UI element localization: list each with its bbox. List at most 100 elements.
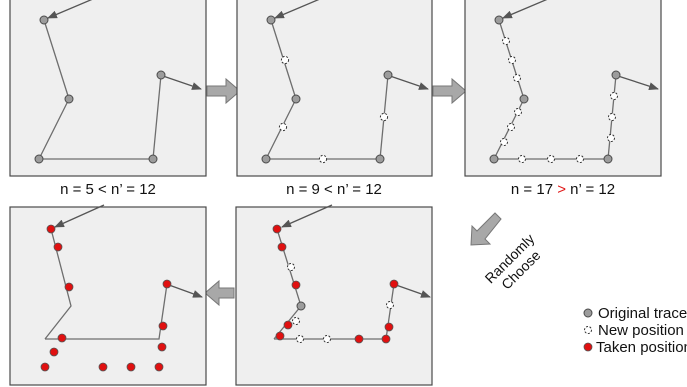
entry-arrow <box>54 204 105 228</box>
new-point <box>507 123 515 131</box>
random-choose-label: Randomly Choose <box>482 231 544 293</box>
original-point <box>489 154 499 164</box>
new-point <box>608 113 616 121</box>
new-point <box>576 155 584 163</box>
taken-point <box>98 362 108 372</box>
new-point <box>607 134 615 142</box>
new-point <box>386 301 394 309</box>
taken-point <box>291 280 301 290</box>
taken-point <box>40 362 50 372</box>
taken-point <box>157 342 167 352</box>
panel-frame <box>9 0 207 177</box>
new-points <box>500 37 618 163</box>
original-point <box>611 70 621 80</box>
legend-new-label: New position <box>598 322 684 339</box>
new-point <box>508 56 516 64</box>
taken-point <box>49 347 59 357</box>
new-point <box>502 37 510 45</box>
taken-point <box>64 282 74 292</box>
taken-points <box>272 224 399 344</box>
original-point <box>261 154 271 164</box>
new-point <box>379 112 389 122</box>
taken-point <box>381 334 391 344</box>
exit-arrow <box>168 284 203 298</box>
exit-arrow <box>162 75 202 90</box>
legend-taken-swatch <box>583 342 593 352</box>
original-point <box>156 70 166 80</box>
new-point <box>280 55 290 65</box>
taken-point <box>277 242 287 252</box>
panel-frame <box>9 206 207 386</box>
flow-arrow-right <box>432 77 467 105</box>
new-point <box>518 155 526 163</box>
legend: Original trace New position Taken positi… <box>583 305 687 356</box>
panel-frame <box>464 0 662 177</box>
new-point <box>610 92 618 100</box>
caption-panel-3-right: n’ = 12 <box>566 181 615 198</box>
trace-path <box>45 283 168 340</box>
taken-point <box>283 320 293 330</box>
panel-original-trace <box>9 0 207 177</box>
original-point <box>296 301 306 311</box>
taken-point <box>53 242 63 252</box>
new-point <box>292 317 300 325</box>
new-point <box>513 74 521 82</box>
original-point <box>64 94 74 104</box>
caption-panel-3: n = 17 > n’ = 12 <box>511 181 615 198</box>
new-point <box>287 263 295 271</box>
exit-arrow <box>617 75 659 91</box>
original-point <box>291 94 301 104</box>
original-point <box>266 15 276 25</box>
original-point <box>34 154 44 164</box>
original-point <box>148 154 158 164</box>
legend-original-swatch <box>583 308 593 318</box>
legend-new-swatch <box>584 326 592 334</box>
panel-resample-step-1 <box>236 0 433 177</box>
original-point <box>383 70 393 80</box>
panel-frame <box>235 206 433 386</box>
taken-point <box>57 333 67 343</box>
panel-random-choose <box>235 204 433 386</box>
taken-point <box>354 334 364 344</box>
flow-arrow-diagonal <box>470 212 502 246</box>
original-points <box>34 15 166 164</box>
taken-point <box>384 322 394 332</box>
new-point <box>296 335 304 343</box>
legend-new: New position <box>584 322 684 339</box>
taken-point <box>162 279 172 289</box>
exit-arrow <box>395 284 431 298</box>
new-point <box>278 122 288 132</box>
caption-panel-3-operator: > <box>557 181 566 198</box>
exit-arrow <box>389 75 429 90</box>
caption-panel-1: n = 5 < n’ = 12 <box>60 181 156 198</box>
taken-point <box>158 321 168 331</box>
taken-point <box>126 362 136 372</box>
panel-final-result <box>9 204 207 386</box>
entry-arrow <box>274 0 320 19</box>
entry-arrow <box>281 204 333 228</box>
caption-panel-2: n = 9 < n’ = 12 <box>286 181 382 198</box>
taken-point <box>275 331 285 341</box>
new-point <box>514 108 522 116</box>
legend-taken-label: Taken position <box>596 339 687 356</box>
taken-point <box>154 362 164 372</box>
new-point <box>547 155 555 163</box>
taken-point <box>389 279 399 289</box>
trace-path <box>44 228 72 340</box>
original-point <box>519 94 529 104</box>
legend-original: Original trace <box>583 305 687 322</box>
entry-arrow <box>502 0 548 19</box>
original-point <box>494 15 504 25</box>
taken-points <box>40 224 172 372</box>
taken-point <box>46 224 56 234</box>
new-point <box>318 154 328 164</box>
original-points <box>261 15 393 164</box>
new-points <box>287 263 394 343</box>
new-points <box>278 55 389 164</box>
panel-resample-step-2 <box>464 0 662 177</box>
new-point <box>323 335 331 343</box>
new-point <box>500 138 508 146</box>
flow-arrow-right <box>206 77 241 105</box>
original-points <box>489 15 621 164</box>
legend-taken: Taken position <box>583 339 687 356</box>
